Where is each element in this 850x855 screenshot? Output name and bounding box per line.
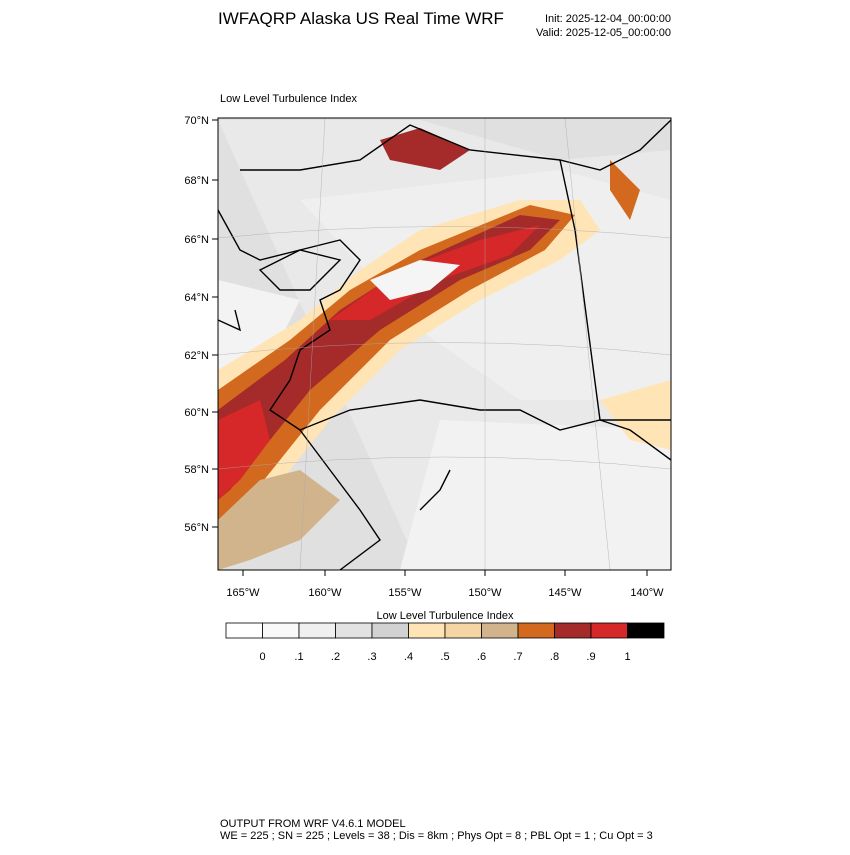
footer-line: OUTPUT FROM WRF V4.6.1 MODEL xyxy=(220,818,406,830)
colorbar-box xyxy=(627,622,665,639)
init-time: Init: 2025-12-04_00:00:00 xyxy=(545,13,671,25)
colorbar-box xyxy=(298,622,336,639)
colorbar-label: .8 xyxy=(550,651,559,663)
colorbar-label: .9 xyxy=(586,651,595,663)
colorbar-label: .3 xyxy=(367,651,376,663)
colorbar-box xyxy=(481,622,519,639)
lon-label: 150°W xyxy=(468,587,502,599)
title: IWFAQRP Alaska US Real Time WRF xyxy=(218,9,504,28)
colorbar-label: .5 xyxy=(440,651,449,663)
colorbar-box xyxy=(371,622,409,639)
lat-label: 58°N xyxy=(184,464,209,476)
lat-label: 66°N xyxy=(184,234,209,246)
lon-label: 145°W xyxy=(548,587,582,599)
lon-label: 155°W xyxy=(388,587,422,599)
colorbar-label: .2 xyxy=(331,651,340,663)
colorbar-box xyxy=(262,622,300,639)
lon-label: 160°W xyxy=(308,587,342,599)
colorbar-box xyxy=(225,622,263,639)
colorbar-box xyxy=(444,622,482,639)
colorbar-box xyxy=(408,622,446,639)
lat-label: 56°N xyxy=(184,522,209,534)
colorbar-box xyxy=(554,622,592,639)
map-frame xyxy=(217,117,672,571)
colorbar-label: 1 xyxy=(624,651,630,663)
footer-line: WE = 225 ; SN = 225 ; Levels = 38 ; Dis … xyxy=(220,830,653,842)
lat-label: 62°N xyxy=(184,350,209,362)
colorbar-label: .7 xyxy=(513,651,522,663)
map-subtitle: Low Level Turbulence Index xyxy=(220,93,357,105)
map-field xyxy=(218,118,671,570)
colorbar-box xyxy=(335,622,373,639)
colorbar-label: 0 xyxy=(259,651,265,663)
colorbar-label: .6 xyxy=(477,651,486,663)
colorbar-box xyxy=(517,622,555,639)
valid-time: Valid: 2025-12-05_00:00:00 xyxy=(536,27,671,39)
lat-label: 68°N xyxy=(184,175,209,187)
colorbar-title: Low Level Turbulence Index xyxy=(377,610,514,622)
lat-label: 70°N xyxy=(184,115,209,127)
colorbar: 0 .1 .2 .3 .4 .5 .6 .7 .8 .9 1 xyxy=(225,622,665,663)
lon-label: 140°W xyxy=(630,587,664,599)
lat-label: 64°N xyxy=(184,292,209,304)
axis-ticks: 70°N 68°N 66°N 64°N 62°N 60°N 58°N 56°N 165°W 160… xyxy=(184,115,664,599)
lat-label: 60°N xyxy=(184,407,209,419)
colorbar-label: .1 xyxy=(294,651,303,663)
colorbar-label: .4 xyxy=(404,651,413,663)
lon-label: 165°W xyxy=(226,587,260,599)
colorbar-box xyxy=(590,622,628,639)
